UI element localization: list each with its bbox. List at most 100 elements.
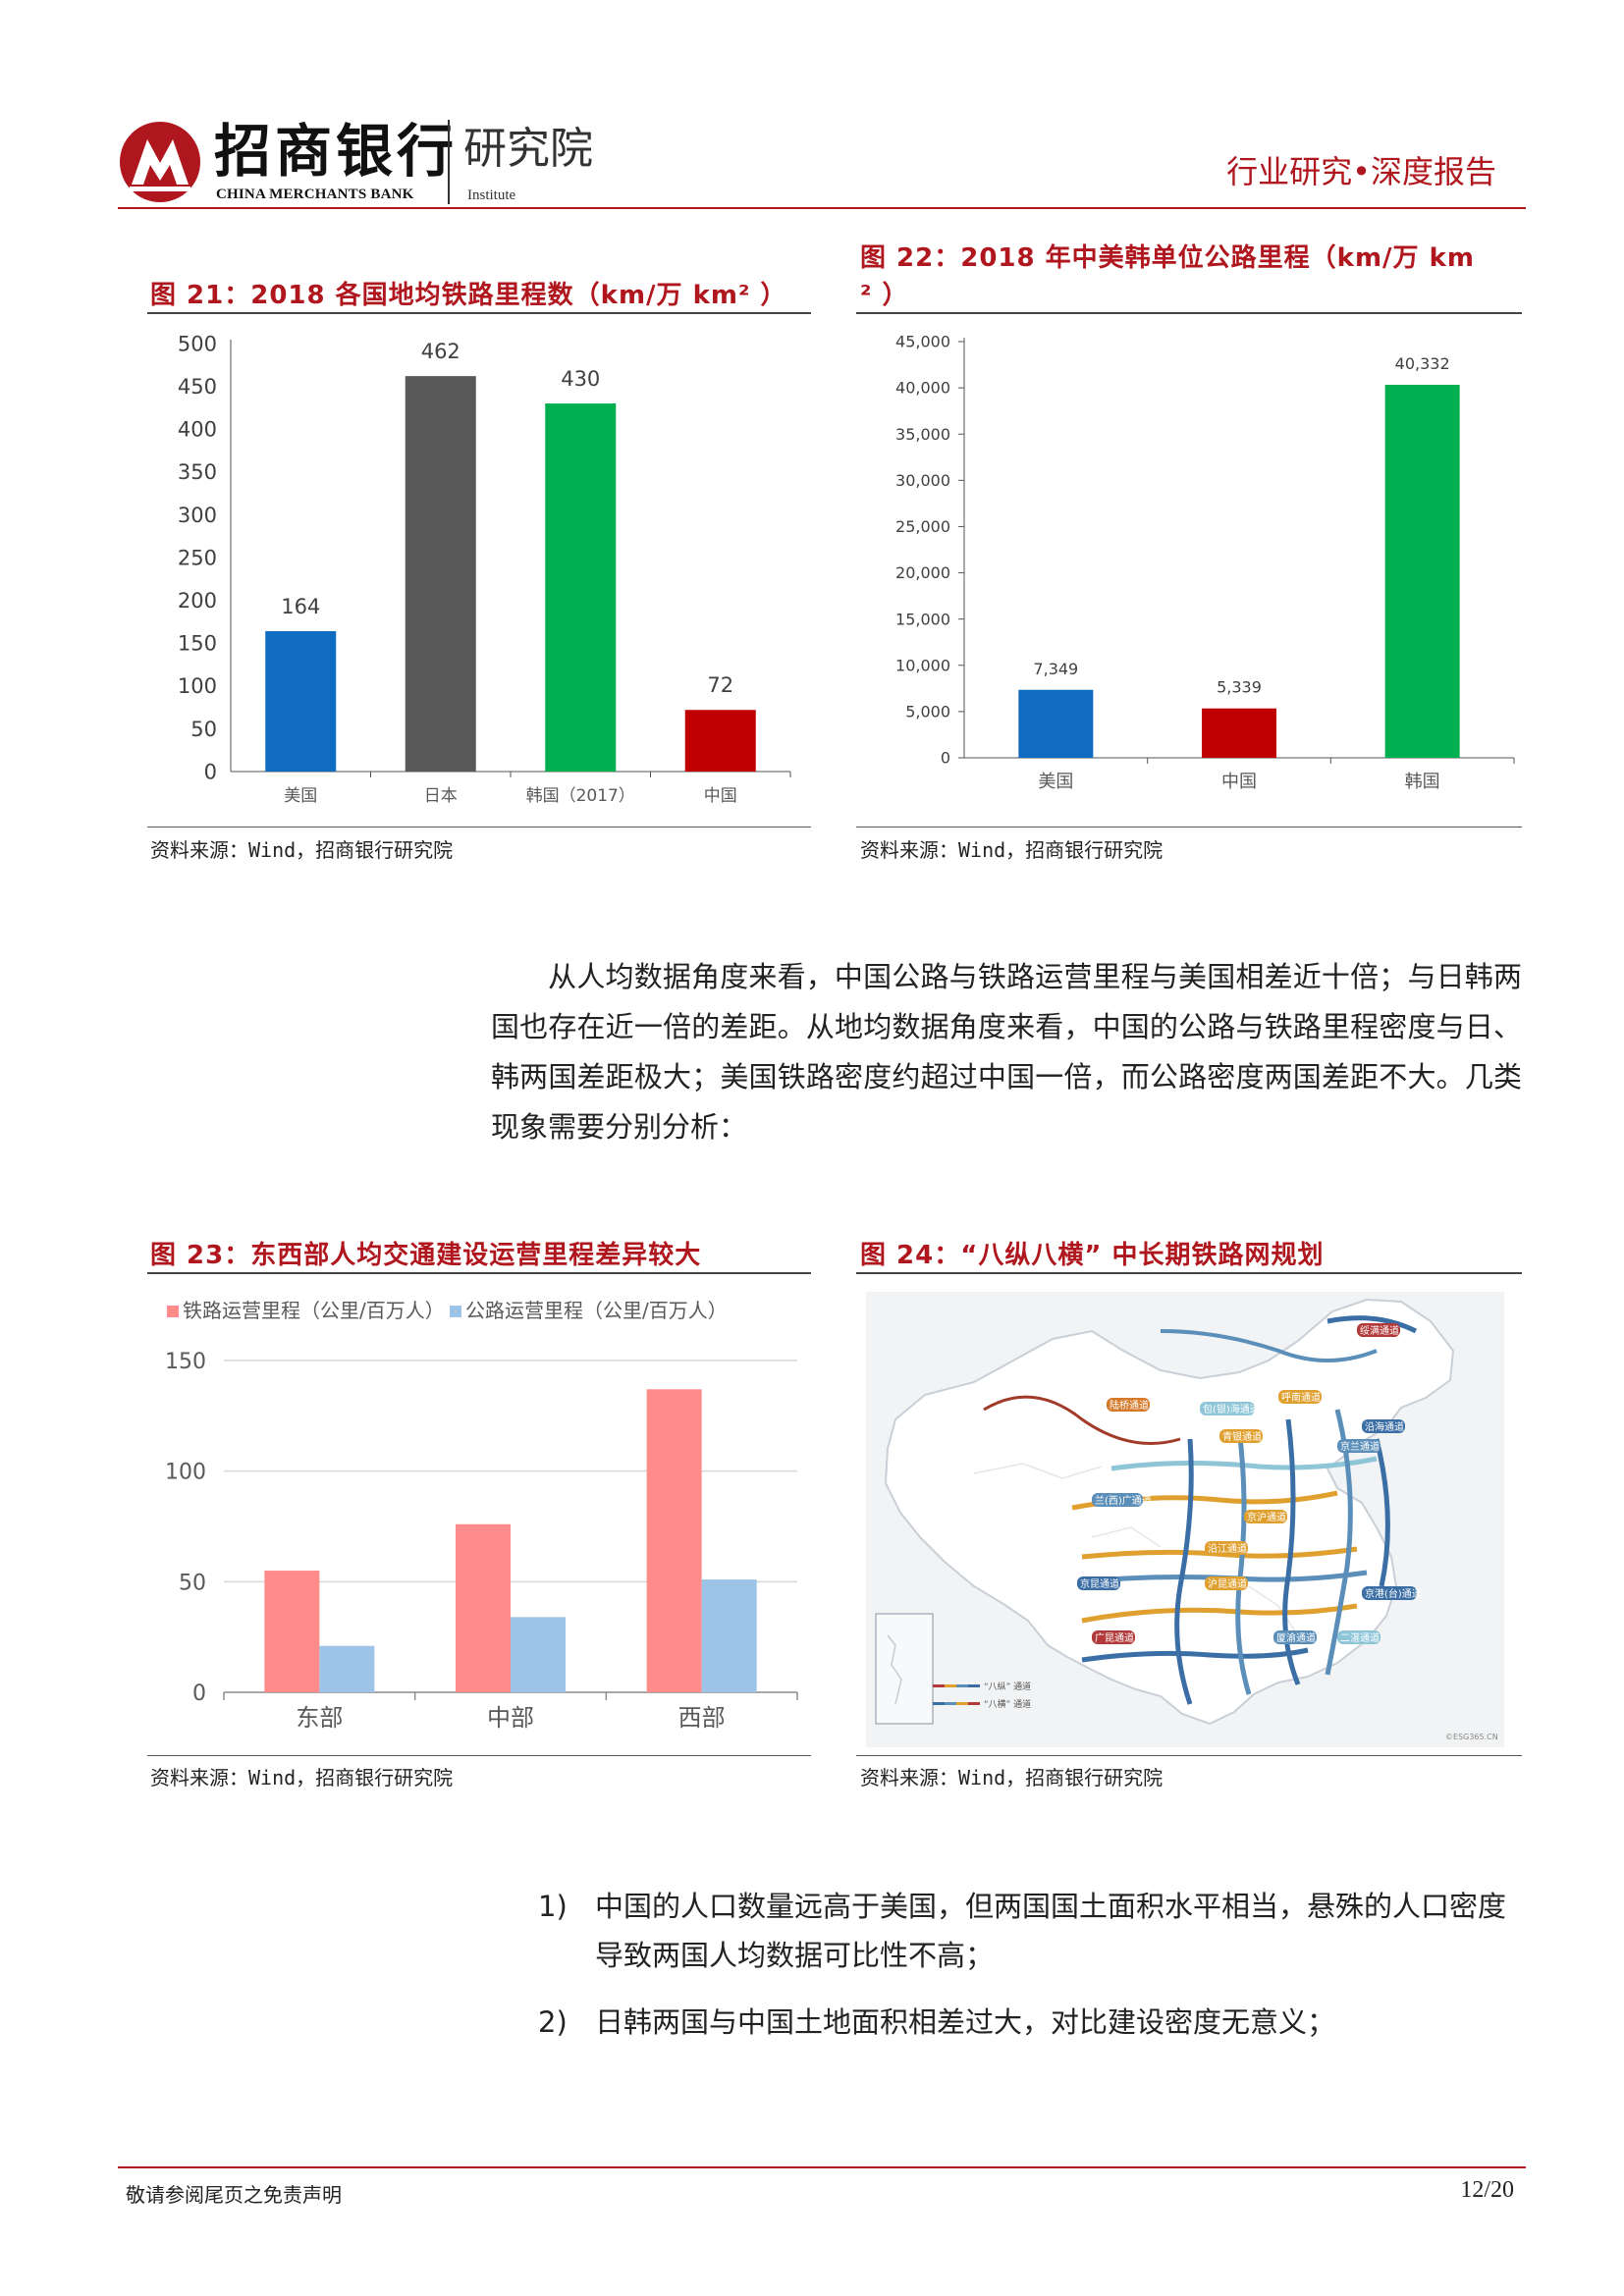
data-label: 462 [421,340,460,363]
page-number: 12/20 [1460,2177,1514,2203]
y-tick-label: 10,000 [895,656,950,674]
data-label: 40,332 [1395,354,1450,373]
svg-text:广昆通道: 广昆通道 [1095,1631,1134,1644]
bar [1384,384,1460,758]
y-tick-label: 0 [941,749,950,768]
y-tick-label: 15,000 [895,610,950,628]
y-tick-label: 25,000 [895,517,950,536]
x-category-label: 中国 [1221,772,1257,792]
y-tick-label: 150 [178,632,217,656]
x-category-label: 美国 [1038,772,1073,792]
y-tick-label: 300 [178,504,217,527]
bar [545,403,617,772]
y-tick-label: 250 [178,546,217,569]
x-category-label: 中国 [704,786,737,806]
list-item-1-number: 1) [538,1890,568,1923]
y-tick-label: 100 [165,1461,206,1485]
list-item-2-text: 日韩两国与中国土地面积相差过大，对比建设密度无意义； [595,2005,1336,2039]
body-paragraph: 从人均数据角度来看，中国公路与铁路运营里程与美国相差近十倍；与日韩两国也存在近一… [491,952,1522,1152]
x-category-label: 东部 [296,1704,343,1732]
y-tick-label: 35,000 [895,425,950,444]
svg-text:沿海通道: 沿海通道 [1365,1420,1404,1433]
svg-text:青银通道: 青银通道 [1222,1430,1262,1443]
disclaimer-link[interactable]: 敬请参阅尾页之免责声明 [126,2183,342,2207]
bar [405,376,476,772]
institute-name-cn: 研究院 [463,124,593,174]
data-label: 164 [281,595,320,618]
brand-name-cn: 招商银行 [214,118,459,185]
svg-text:二湛通道: 二湛通道 [1340,1631,1380,1644]
fig22-title-line1: 图 22：2018 年中美韩单位公路里程（km/万 km [860,243,1475,273]
svg-text:兰(西)广通道: 兰(西)广通道 [1095,1494,1152,1507]
fig21-source: 资料来源：Wind，招商银行研究院 [150,838,454,862]
bar [511,1617,566,1692]
fig21-title: 图 21：2018 各国地均铁路里程数（km/万 km² ） [150,281,787,310]
y-tick-label: 40,000 [895,379,950,398]
y-tick-label: 350 [178,460,217,484]
data-label: 7,349 [1033,660,1078,678]
report-type: 行业研究•深度报告 [1226,153,1496,190]
bar [456,1523,511,1692]
fig24-source: 资料来源：Wind，招商银行研究院 [860,1766,1164,1789]
y-tick-label: 0 [204,760,217,783]
svg-text:沪昆通道: 沪昆通道 [1208,1577,1247,1590]
list-item-1-text: 中国的人口数量远高于美国，但两国国土面积水平相当，悬殊的人口密度导致两国人均数据… [595,1890,1507,1972]
fig21-title-rule [147,312,811,314]
svg-text:沿江通道: 沿江通道 [1208,1542,1247,1555]
fig23-title: 图 23：东西部人均交通建设运营里程差异较大 [150,1241,702,1270]
fig22-source-rule [856,827,1522,828]
fig22-source: 资料来源：Wind，招商银行研究院 [860,838,1164,862]
x-category-label: 西部 [678,1704,726,1732]
legend-label: 公路运营里程（公里/百万人） [465,1299,728,1322]
fig24-title-rule [856,1272,1522,1274]
data-label: 430 [561,367,600,391]
svg-text:京港(台)通道: 京港(台)通道 [1365,1587,1422,1600]
y-tick-label: 30,000 [895,471,950,490]
fig21-chart: 0 50 100 150 200 250 300 350 400 450 500 164 美国 462 日本… [178,332,791,806]
fig24-title: 图 24：“八纵八横” 中长期铁路网规划 [860,1241,1325,1270]
y-tick-label: 400 [178,418,217,442]
bar [264,1571,320,1692]
bar [646,1389,702,1692]
x-category-label: 美国 [284,786,317,806]
legend-swatch [167,1306,179,1317]
legend-swatch [450,1306,461,1317]
fig23-source: 资料来源：Wind，招商银行研究院 [150,1766,454,1789]
y-tick-label: 200 [178,589,217,613]
svg-text:京昆通道: 京昆通道 [1080,1577,1119,1590]
y-tick-label: 500 [178,332,217,355]
x-category-label: 韩国（2017） [526,786,635,806]
legend-label: 铁路运营里程（公里/百万人） [183,1299,445,1322]
svg-text:包(银)海通道: 包(银)海通道 [1203,1403,1260,1415]
bar [1018,689,1094,758]
fig22-title-rule [856,312,1522,314]
fig23-source-rule [147,1755,811,1756]
svg-text:京沪通道: 京沪通道 [1247,1511,1286,1523]
bar [684,710,756,772]
x-category-label: 中部 [487,1704,534,1732]
y-tick-label: 20,000 [895,563,950,582]
header-rule [118,207,1526,209]
y-tick-label: 5,000 [905,702,950,721]
y-tick-label: 50 [179,1571,206,1595]
data-label: 72 [707,673,733,697]
list-item-2-number: 2) [538,2005,568,2039]
institute-name-en: Institute [467,187,516,203]
brand-name-en: CHINA MERCHANTS BANK [216,187,414,202]
railway-network-map: 绥满通道 陆桥通道 包(银)海通道 呼南通道 沿海通道 京兰通道 青银通道 兰(… [866,1292,1504,1747]
china-map-image: 绥满通道 陆桥通道 包(银)海通道 呼南通道 沿海通道 京兰通道 青银通道 兰(… [875,1298,1498,1741]
svg-text:“八横” 通道: “八横” 通道 [984,1698,1031,1710]
svg-text:呼南通道: 呼南通道 [1281,1391,1321,1404]
brand-divider [448,120,450,204]
svg-text:陆桥通道: 陆桥通道 [1110,1399,1149,1412]
fig22-title-line2: ² ） [860,281,909,310]
y-tick-label: 45,000 [895,333,950,351]
y-tick-label: 150 [165,1350,206,1374]
y-tick-label: 0 [192,1682,206,1706]
svg-text:厦渝通道: 厦渝通道 [1276,1631,1316,1644]
svg-text:©ESG365.CN: ©ESG365.CN [1445,1733,1498,1741]
bar [1202,708,1276,758]
bar [319,1645,375,1692]
x-category-label: 日本 [424,786,458,806]
footer-rule [118,2166,1526,2168]
